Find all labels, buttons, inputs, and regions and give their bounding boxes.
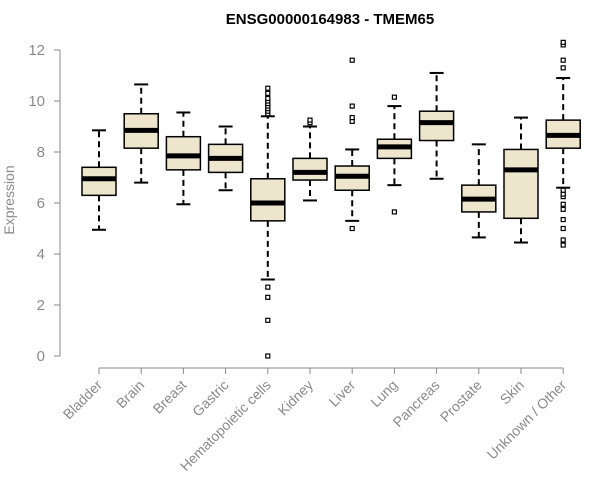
y-axis: 0 2 4 6 8 10 12	[28, 42, 61, 365]
box-liver	[334, 57, 370, 232]
y-tick-label: 12	[28, 42, 45, 59]
box-lung	[376, 94, 413, 215]
outlier-point	[349, 57, 355, 63]
outlier-point	[560, 65, 566, 71]
outlier-point	[560, 242, 566, 248]
outlier-point	[560, 201, 566, 207]
outlier-point	[560, 187, 566, 193]
outlier-point	[265, 95, 271, 102]
box-unknown-other	[545, 39, 581, 248]
x-tick-label: Pancreas	[390, 377, 443, 430]
outlier-point	[265, 284, 271, 290]
x-tick-label: Kidney	[275, 377, 317, 419]
x-tick-label: Lung	[367, 377, 400, 410]
outlier-point	[560, 57, 566, 63]
box-prostate	[461, 143, 497, 239]
iqr-box	[165, 135, 202, 171]
x-tick-label: Unknown / Other	[484, 377, 570, 463]
outlier-point	[265, 353, 271, 359]
x-tick-label: Skin	[497, 377, 528, 408]
outlier-point	[391, 209, 397, 215]
outlier-point	[560, 225, 566, 232]
boxes-group	[81, 39, 581, 359]
y-tick-label: 6	[37, 195, 45, 212]
outlier-point	[391, 94, 397, 100]
box-gastric	[207, 125, 244, 192]
chart-title: ENSG00000164983 - TMEM65	[226, 11, 434, 28]
y-tick-label: 8	[37, 144, 45, 161]
outlier-point	[560, 237, 566, 243]
outlier-point	[265, 90, 271, 96]
y-tick-label: 2	[37, 297, 45, 314]
outlier-point	[265, 294, 271, 300]
x-tick-label: Breast	[150, 377, 190, 417]
outlier-point	[307, 117, 313, 123]
outlier-point	[560, 206, 566, 212]
iqr-box	[418, 110, 455, 142]
box-skin	[503, 116, 539, 244]
box-breast	[165, 111, 202, 206]
iqr-box	[250, 178, 286, 222]
iqr-box	[292, 157, 328, 181]
iqr-box	[503, 148, 539, 220]
y-tick-label: 10	[28, 93, 45, 110]
x-tick-label: Prostate	[437, 377, 485, 425]
x-tick-label: Liver	[326, 377, 359, 410]
outlier-point	[349, 114, 355, 121]
box-bladder	[81, 129, 117, 231]
box-kidney	[292, 117, 328, 202]
box-pancreas	[418, 71, 455, 180]
outlier-point	[560, 39, 566, 45]
y-tick-label: 0	[37, 348, 45, 365]
outlier-point	[265, 317, 271, 323]
y-axis-label: Expression	[1, 165, 17, 234]
box-hematopoietic-cells	[250, 85, 286, 359]
outlier-point	[560, 216, 566, 223]
y-tick-label: 4	[37, 246, 45, 263]
outlier-point	[349, 103, 355, 109]
outlier-point	[265, 85, 271, 91]
iqr-box	[81, 166, 117, 197]
x-tick-label: Bladder	[60, 377, 106, 423]
outlier-point	[349, 225, 355, 232]
x-tick-label: Brain	[113, 377, 147, 411]
box-brain	[123, 83, 159, 184]
